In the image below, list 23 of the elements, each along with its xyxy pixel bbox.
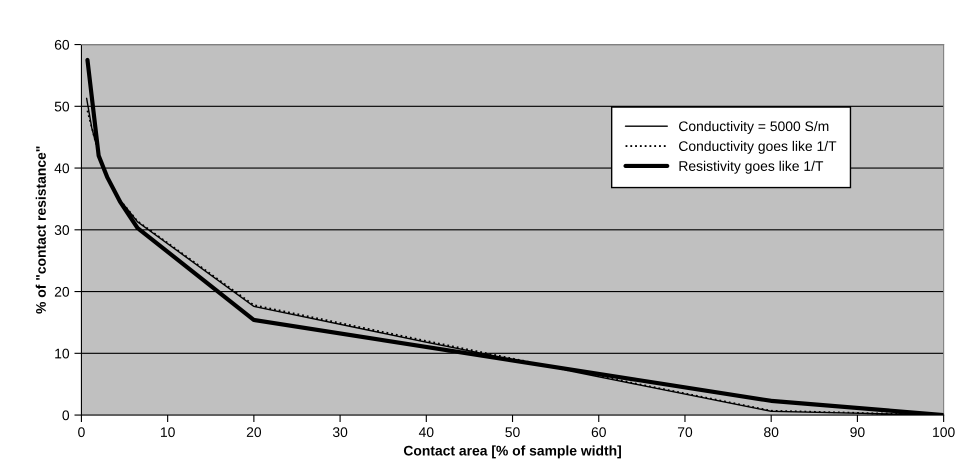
x-tick-label: 50 bbox=[505, 427, 520, 438]
legend-label: Conductivity = 5000 S/m bbox=[679, 120, 828, 134]
legend-label: Resistivity goes like 1/T bbox=[679, 160, 824, 174]
y-tick-label: 40 bbox=[54, 163, 70, 174]
x-tick-label: 40 bbox=[418, 427, 434, 438]
x-axis-title: Contact area [% of sample width] bbox=[404, 445, 621, 458]
x-tick-label: 100 bbox=[933, 427, 955, 438]
y-tick-label: 0 bbox=[62, 410, 70, 420]
y-tick-label: 10 bbox=[55, 348, 70, 358]
x-tick-label: 30 bbox=[332, 427, 348, 438]
x-tick-label: 60 bbox=[592, 427, 606, 438]
x-tick-label: 20 bbox=[246, 427, 262, 438]
legend-label: Conductivity goes like 1/T bbox=[679, 140, 836, 154]
y-axis-title: % of "contact resistance" bbox=[36, 146, 46, 314]
x-tick-label: 0 bbox=[78, 427, 85, 438]
x-tick-label: 10 bbox=[160, 427, 175, 438]
x-tick-label: 90 bbox=[850, 427, 865, 438]
y-tick-label: 20 bbox=[54, 286, 70, 297]
y-tick-label: 50 bbox=[54, 102, 70, 112]
x-tick-label: 70 bbox=[678, 427, 692, 438]
y-tick-label: 60 bbox=[54, 40, 70, 50]
y-tick-label: 30 bbox=[54, 225, 70, 235]
x-tick-label: 80 bbox=[764, 427, 778, 438]
